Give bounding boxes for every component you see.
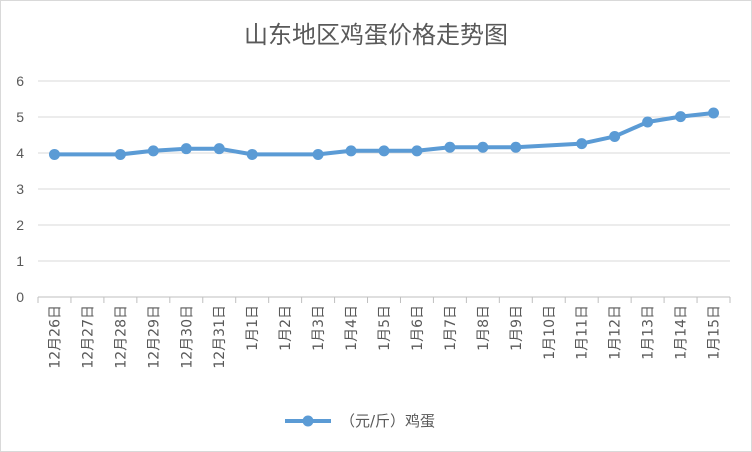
- data-point: [477, 141, 489, 153]
- x-tick-label: 1月5日: [377, 305, 393, 351]
- gridlines: [38, 80, 730, 262]
- y-tick-label: 6: [16, 73, 24, 89]
- x-tick-label: 1月7日: [443, 305, 459, 351]
- data-point: [48, 148, 60, 160]
- x-tick-label: 12月29日: [146, 305, 162, 369]
- data-point: [411, 145, 423, 157]
- x-tick-label: 12月28日: [113, 305, 129, 369]
- x-tick-label: 1月2日: [278, 305, 294, 351]
- x-tick-label: 1月4日: [344, 305, 360, 351]
- x-tick-label: 12月31日: [212, 305, 228, 369]
- y-axis-ticks: 0 1 2 3 4 5 6: [16, 73, 24, 305]
- x-tick-label: 1月11日: [575, 305, 591, 360]
- legend: （元/斤）鸡蛋: [285, 412, 435, 430]
- y-tick-label: 5: [16, 109, 24, 125]
- x-tick-label: 1月8日: [476, 305, 492, 351]
- chart-title: 山东地区鸡蛋价格走势图: [244, 21, 508, 49]
- data-point: [675, 111, 687, 123]
- x-tick-label: 1月12日: [608, 305, 624, 360]
- x-tick-label: 12月27日: [80, 305, 96, 369]
- data-point: [378, 145, 390, 157]
- plot-area: [48, 107, 720, 160]
- x-axis: 12月26日 12月27日 12月28日 12月29日 12月30日 12月31日 1月1日…: [37, 296, 731, 369]
- data-point: [576, 138, 588, 150]
- data-point: [642, 116, 654, 128]
- y-tick-label: 0: [16, 289, 24, 305]
- x-tick-label: 1月15日: [707, 305, 723, 360]
- x-tick-label: 1月1日: [245, 305, 261, 351]
- data-point: [114, 148, 126, 160]
- data-point: [510, 141, 522, 153]
- data-point: [213, 143, 225, 155]
- legend-series-marker: [302, 415, 314, 427]
- data-point: [312, 148, 324, 160]
- x-tick-label: 1月9日: [509, 305, 525, 351]
- y-tick-label: 1: [16, 253, 24, 269]
- x-tick-label: 1月6日: [410, 305, 426, 351]
- legend-series-label: （元/斤）鸡蛋: [340, 412, 435, 430]
- y-tick-label: 4: [16, 145, 24, 161]
- data-point: [147, 145, 159, 157]
- data-point: [246, 148, 258, 160]
- x-tick-label: 12月30日: [179, 305, 195, 369]
- data-point: [180, 143, 192, 155]
- x-tick-label: 12月26日: [47, 305, 63, 369]
- data-point: [444, 141, 456, 153]
- data-point: [708, 107, 720, 119]
- y-tick-label: 3: [16, 181, 24, 197]
- x-tick-label: 1月3日: [311, 305, 327, 351]
- data-point: [345, 145, 357, 157]
- x-tick-label: 1月13日: [641, 305, 657, 360]
- x-tick-label: 1月14日: [674, 305, 690, 360]
- x-tick-label: 1月10日: [542, 305, 558, 360]
- data-point: [609, 130, 621, 142]
- y-tick-label: 2: [16, 217, 24, 233]
